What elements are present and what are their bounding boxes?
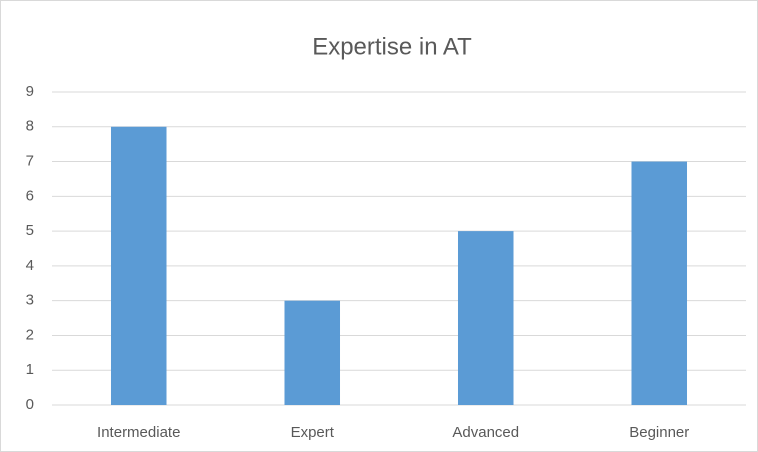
x-tick-label: Expert — [291, 424, 335, 441]
y-tick-label: 1 — [26, 361, 34, 378]
y-tick-label: 2 — [26, 326, 34, 343]
y-tick-label: 5 — [26, 222, 34, 239]
y-tick-label: 8 — [26, 118, 34, 135]
bar — [284, 300, 341, 405]
y-tick-label: 6 — [26, 187, 34, 204]
x-tick-label: Intermediate — [97, 424, 180, 441]
x-tick-label: Advanced — [452, 424, 519, 441]
bar — [110, 126, 167, 406]
bar — [457, 231, 514, 405]
y-tick-label: 4 — [26, 257, 34, 274]
y-tick-label: 0 — [26, 396, 34, 413]
y-tick-label: 9 — [26, 83, 34, 100]
x-tick-label: Beginner — [629, 424, 689, 441]
y-tick-label: 3 — [26, 292, 34, 309]
bar — [631, 161, 688, 405]
chart-title: Expertise in AT — [312, 33, 472, 60]
y-tick-label: 7 — [26, 153, 34, 170]
